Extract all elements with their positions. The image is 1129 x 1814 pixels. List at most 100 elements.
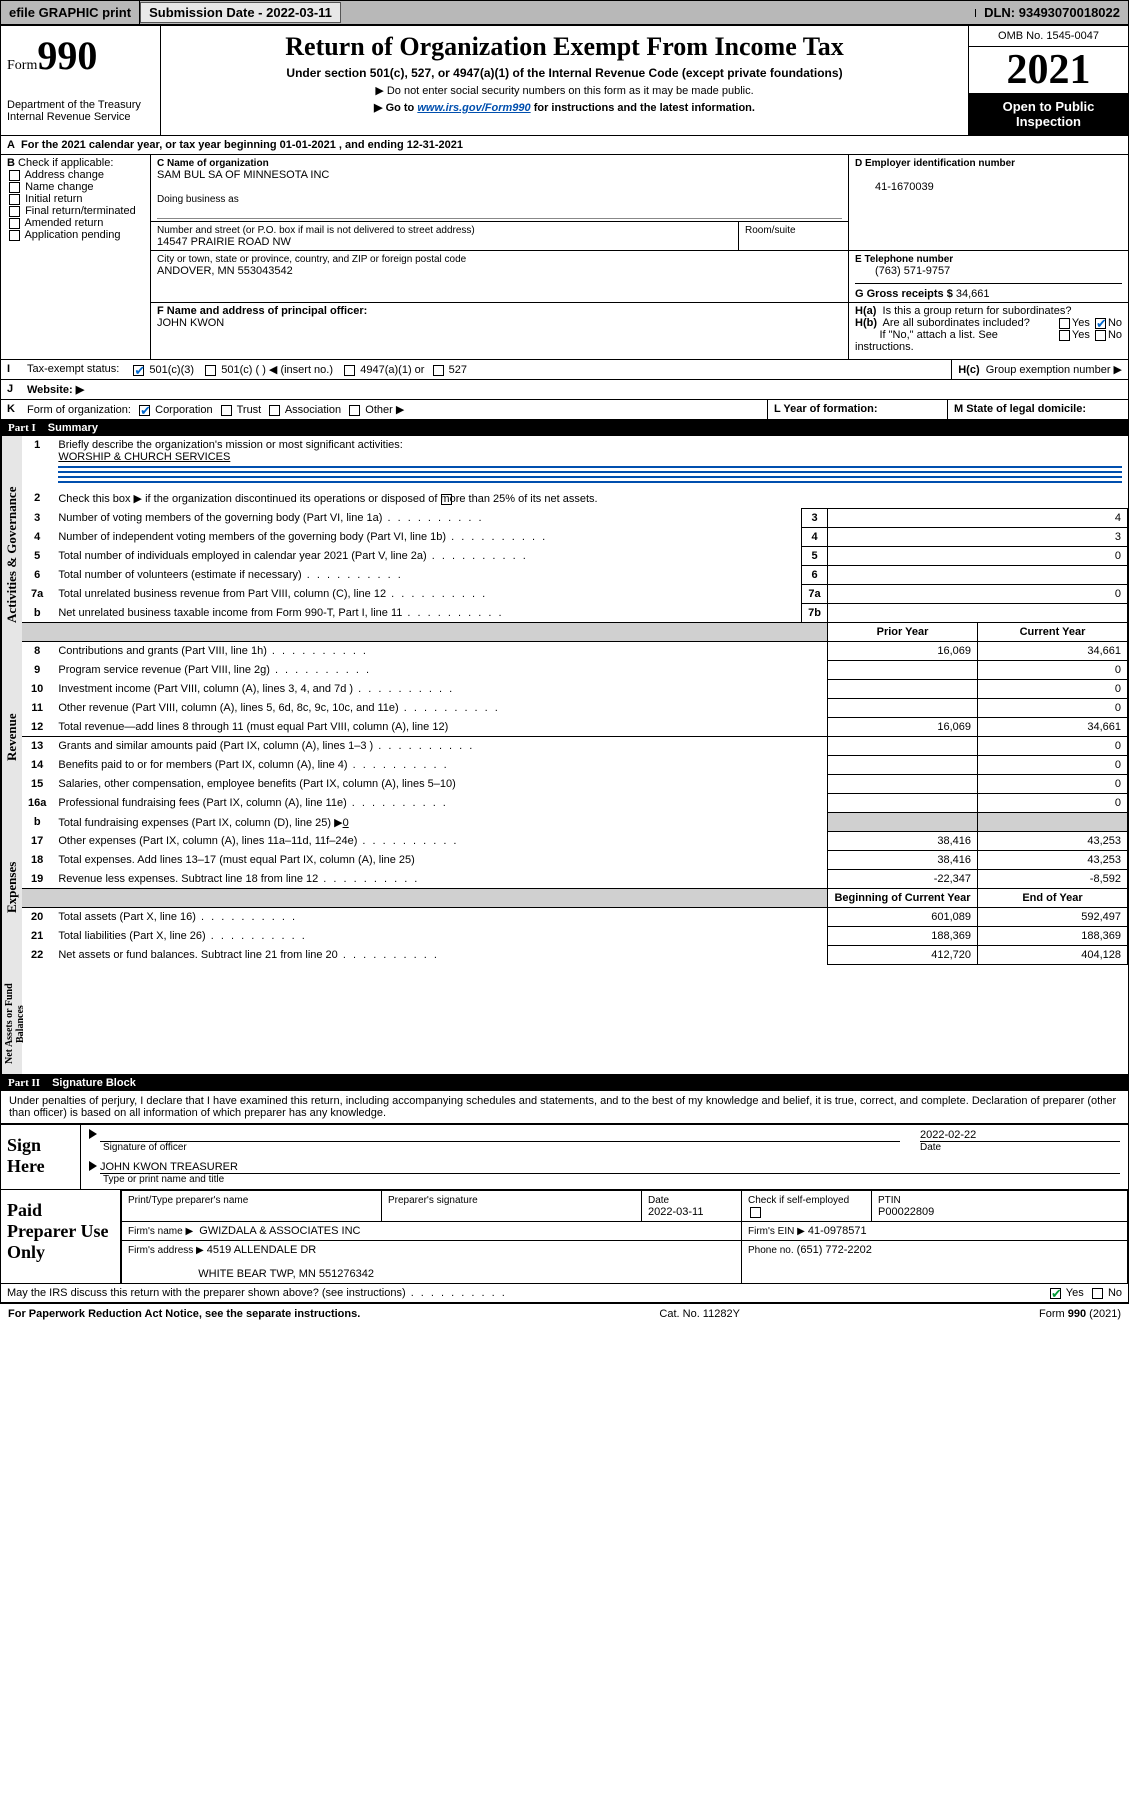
q2: Check this box ▶ if the organization dis… bbox=[52, 489, 1127, 509]
preparer-name-label: Print/Type preparer's name bbox=[128, 1195, 248, 1206]
firm-addr1: 4519 ALLENDALE DR bbox=[207, 1244, 316, 1256]
q13: Grants and similar amounts paid (Part IX… bbox=[58, 740, 474, 752]
q9: Program service revenue (Part VIII, line… bbox=[58, 664, 371, 676]
state-domicile-label: M State of legal domicile: bbox=[954, 403, 1086, 415]
firm-name-label: Firm's name ▶ bbox=[128, 1226, 193, 1237]
r13-curr: 0 bbox=[978, 737, 1128, 756]
r17-curr: 43,253 bbox=[978, 832, 1128, 851]
phone-value: (763) 571-9757 bbox=[855, 265, 950, 277]
vlabel-activities-governance: Activities & Governance bbox=[1, 436, 22, 674]
row-j: J Website: ▶ bbox=[0, 380, 1129, 400]
opt-527[interactable]: 527 bbox=[449, 364, 467, 376]
topbar: efile GRAPHIC print Submission Date - 20… bbox=[0, 0, 1129, 25]
irs-label: Internal Revenue Service bbox=[7, 111, 154, 123]
opt-association[interactable]: Association bbox=[285, 404, 341, 416]
sign-here-label: Sign Here bbox=[1, 1125, 81, 1189]
opt-501c3[interactable]: 501(c)(3) bbox=[149, 364, 194, 376]
opt-trust[interactable]: Trust bbox=[237, 404, 262, 416]
entity-info-block: B Check if applicable: Address change Na… bbox=[0, 155, 1129, 360]
q22: Net assets or fund balances. Subtract li… bbox=[58, 949, 439, 961]
sign-date: 2022-02-22 bbox=[920, 1129, 1120, 1142]
r15-curr: 0 bbox=[978, 775, 1128, 794]
part-ii-header: Part II Signature Block bbox=[0, 1075, 1129, 1091]
sign-here-block: Sign Here 2022-02-22 Signature of office… bbox=[0, 1124, 1129, 1190]
ptin-label: PTIN bbox=[878, 1195, 901, 1206]
footer-pra: For Paperwork Reduction Act Notice, see … bbox=[8, 1308, 360, 1320]
opt-initial-return[interactable]: Initial return bbox=[25, 193, 82, 205]
r8-prior: 16,069 bbox=[828, 642, 978, 661]
h-b-question: Are all subordinates included? bbox=[883, 317, 1030, 329]
submission-date-btn[interactable]: Submission Date - 2022-03-11 bbox=[140, 2, 341, 23]
r14-curr: 0 bbox=[978, 756, 1128, 775]
firm-phone: (651) 772-2202 bbox=[797, 1244, 872, 1256]
org-name-label: C Name of organization bbox=[157, 158, 269, 169]
room-label: Room/suite bbox=[745, 225, 796, 236]
label-a: A bbox=[1, 136, 15, 154]
summary-block: Activities & Governance Revenue Expenses… bbox=[0, 436, 1129, 1075]
form990-link[interactable]: www.irs.gov/Form990 bbox=[417, 102, 530, 114]
r12-curr: 34,661 bbox=[978, 718, 1128, 737]
goto-note: ▶ Go to www.irs.gov/Form990 for instruct… bbox=[171, 101, 958, 114]
opt-amended-return[interactable]: Amended return bbox=[24, 217, 103, 229]
footer-form: Form 990 (2021) bbox=[1039, 1308, 1121, 1320]
city-label: City or town, state or province, country… bbox=[157, 254, 466, 265]
dept-label: Department of the Treasury bbox=[7, 99, 154, 111]
h-c-label: Group exemption number ▶ bbox=[986, 364, 1122, 376]
city-value: ANDOVER, MN 553043542 bbox=[157, 265, 293, 277]
opt-final-return[interactable]: Final return/terminated bbox=[25, 205, 136, 217]
form-of-org-label: Form of organization: bbox=[27, 404, 131, 416]
addr-label: Number and street (or P.O. box if mail i… bbox=[157, 225, 475, 236]
q12: Total revenue—add lines 8 through 11 (mu… bbox=[58, 721, 448, 733]
hdr-eoy: End of Year bbox=[978, 889, 1128, 908]
part-i-header: Part I Summary bbox=[0, 420, 1129, 436]
opt-application-pending[interactable]: Application pending bbox=[24, 229, 120, 241]
q21: Total liabilities (Part X, line 26) bbox=[58, 930, 306, 942]
q11: Other revenue (Part VIII, column (A), li… bbox=[58, 702, 499, 714]
q15: Salaries, other compensation, employee b… bbox=[58, 778, 455, 790]
opt-other[interactable]: Other ▶ bbox=[365, 404, 404, 416]
r20-prior: 601,089 bbox=[828, 908, 978, 927]
gross-receipts-value: 34,661 bbox=[956, 288, 990, 300]
tax-exempt-label: Tax-exempt status: bbox=[27, 363, 119, 375]
website-label: Website: ▶ bbox=[21, 380, 90, 399]
h-a-question: Is this a group return for subordinates? bbox=[883, 305, 1072, 317]
q7a: Total unrelated business revenue from Pa… bbox=[58, 588, 487, 600]
year-formation-label: L Year of formation: bbox=[774, 403, 878, 415]
street-address: 14547 PRAIRIE ROAD NW bbox=[157, 236, 291, 248]
q10: Investment income (Part VIII, column (A)… bbox=[58, 683, 454, 695]
officer-label: F Name and address of principal officer: bbox=[157, 305, 367, 317]
firm-ein: 41-0978571 bbox=[808, 1225, 867, 1237]
self-employed-label: Check if self-employed bbox=[748, 1195, 849, 1206]
r20-curr: 592,497 bbox=[978, 908, 1128, 927]
r17-prior: 38,416 bbox=[828, 832, 978, 851]
r18-curr: 43,253 bbox=[978, 851, 1128, 870]
opt-501c[interactable]: 501(c) ( ) ◀ (insert no.) bbox=[221, 364, 333, 376]
firm-addr2: WHITE BEAR TWP, MN 551276342 bbox=[198, 1268, 374, 1280]
r16a-curr: 0 bbox=[978, 794, 1128, 813]
q20: Total assets (Part X, line 16) bbox=[58, 911, 297, 923]
v4: 3 bbox=[828, 528, 1128, 547]
opt-name-change[interactable]: Name change bbox=[25, 181, 94, 193]
hdr-prior-year: Prior Year bbox=[828, 623, 978, 642]
paid-preparer-block: Paid Preparer Use Only Print/Type prepar… bbox=[0, 1190, 1129, 1284]
line-a: A For the 2021 calendar year, or tax yea… bbox=[0, 136, 1129, 155]
r12-prior: 16,069 bbox=[828, 718, 978, 737]
signer-name: JOHN KWON TREASURER bbox=[100, 1161, 1120, 1174]
q1-value: WORSHIP & CHURCH SERVICES bbox=[58, 451, 230, 463]
q1-label: Briefly describe the organization's miss… bbox=[58, 439, 402, 451]
preparer-date-label: Date bbox=[648, 1195, 669, 1206]
r18-prior: 38,416 bbox=[828, 851, 978, 870]
officer-name: JOHN KWON bbox=[157, 317, 224, 329]
opt-address-change[interactable]: Address change bbox=[24, 169, 104, 181]
v3: 4 bbox=[828, 509, 1128, 528]
hdr-boy: Beginning of Current Year bbox=[828, 889, 978, 908]
open-inspection: Open to Public Inspection bbox=[969, 93, 1128, 135]
opt-corporation[interactable]: Corporation bbox=[155, 404, 212, 416]
r19-prior: -22,347 bbox=[828, 870, 978, 889]
arrow-icon bbox=[89, 1161, 97, 1171]
opt-4947a1[interactable]: 4947(a)(1) or bbox=[360, 364, 424, 376]
r11-curr: 0 bbox=[978, 699, 1128, 718]
q4: Number of independent voting members of … bbox=[58, 531, 547, 543]
tax-year: 2021 bbox=[969, 47, 1128, 93]
arrow-icon bbox=[89, 1129, 97, 1139]
